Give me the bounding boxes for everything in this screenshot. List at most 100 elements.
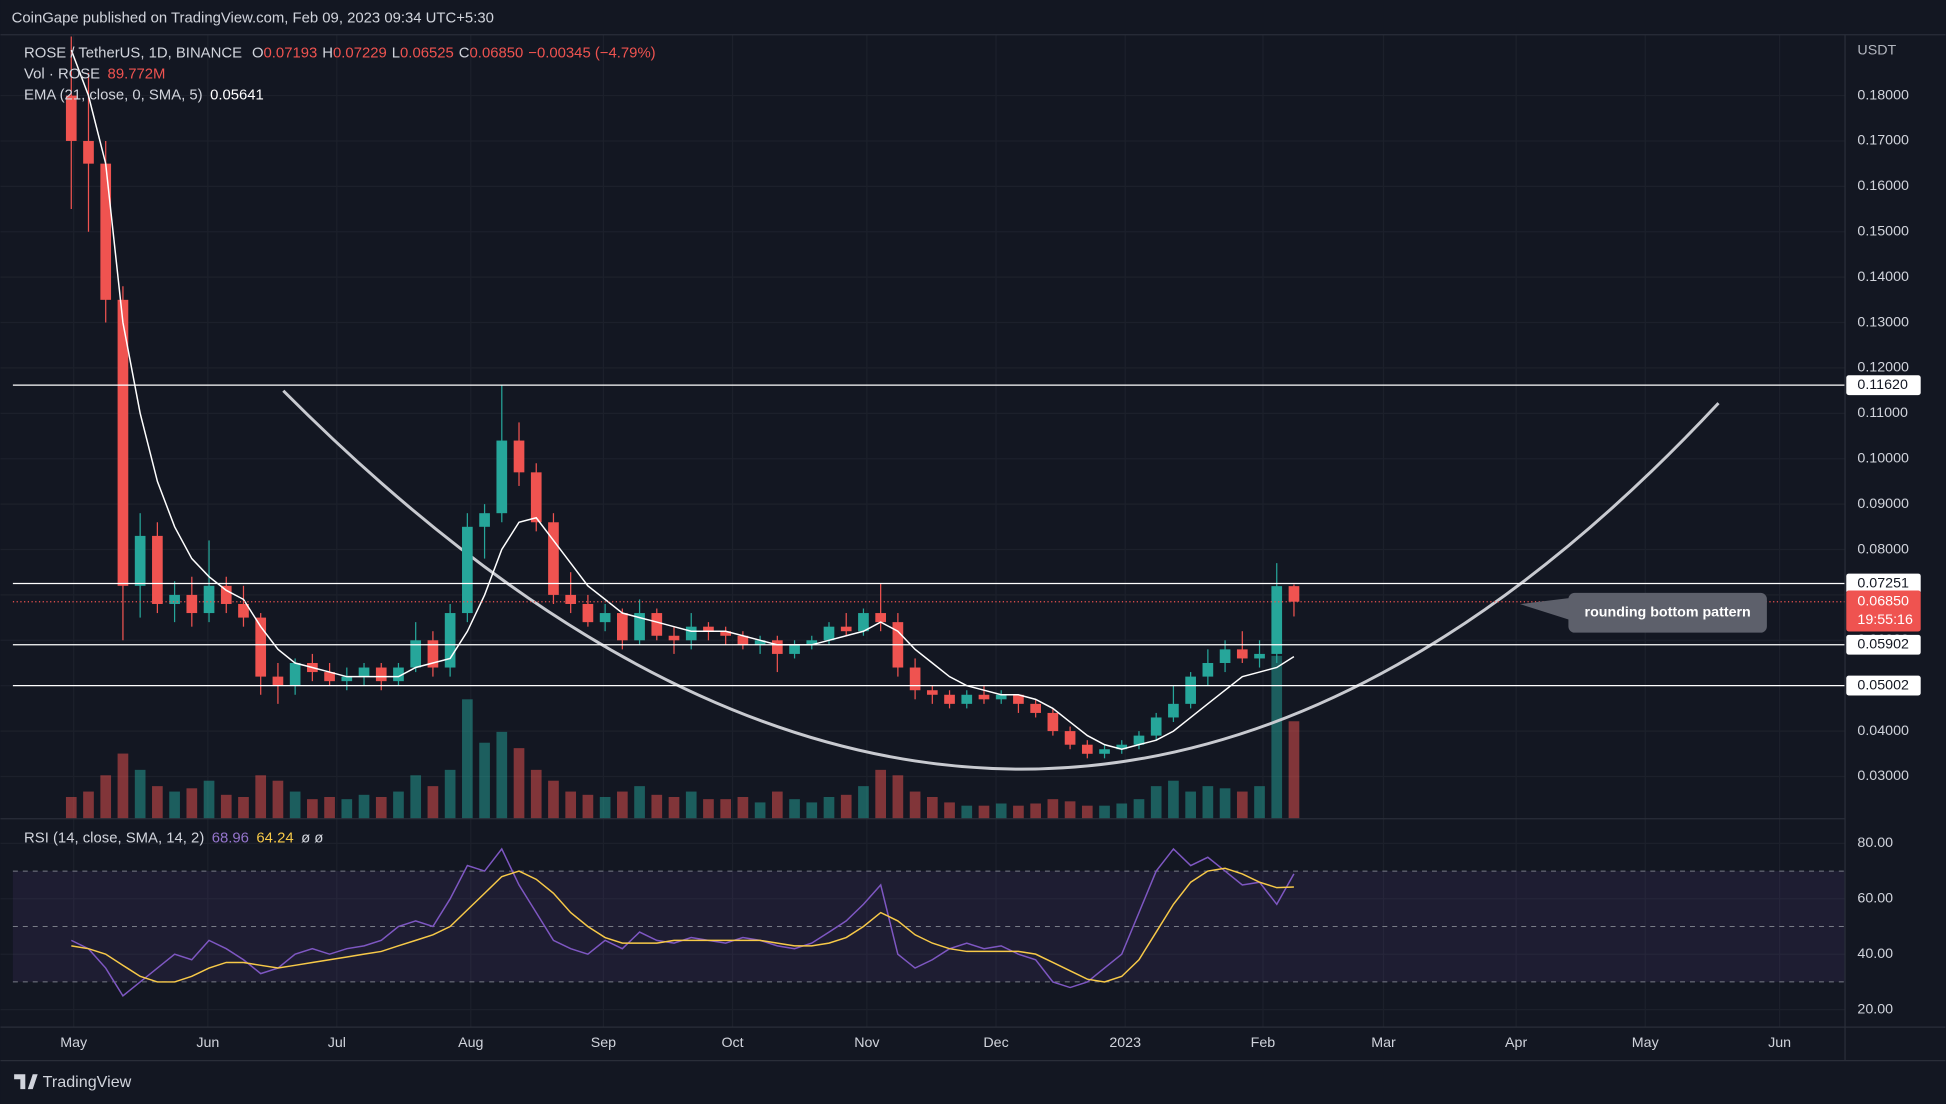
volume-bar: [1202, 786, 1214, 819]
x-tick-label: Jun: [1768, 1035, 1791, 1051]
candle-body: [617, 613, 628, 641]
candle-body: [1047, 712, 1059, 732]
y-tick-label: 0.04000: [1857, 723, 1909, 739]
rsi-tick-label: 40.00: [1857, 946, 1893, 962]
volume-bar: [220, 794, 232, 819]
rsi-label: RSI (14, close, SMA, 14, 2): [24, 830, 204, 846]
volume-bar: [771, 791, 783, 819]
volume-bar: [617, 791, 628, 819]
candle-body: [582, 603, 594, 623]
candle-body: [1254, 653, 1265, 659]
candle-body: [375, 667, 387, 682]
candle-body: [599, 613, 611, 623]
rsi-extra: ø ø: [301, 830, 323, 846]
volume-bar: [272, 780, 284, 819]
ohlc-value: 0.06525: [400, 45, 454, 61]
footer-logo: TradingView: [14, 1073, 132, 1091]
candle-body: [358, 667, 370, 677]
volume-bar: [565, 791, 577, 819]
rsi-tick-label: 60.00: [1857, 891, 1893, 907]
x-tick-label: Dec: [983, 1035, 1008, 1051]
candle-body: [1133, 735, 1145, 745]
rsi-value: 68.96: [212, 830, 249, 846]
candle-body: [117, 299, 129, 586]
candle-body: [944, 694, 955, 704]
volume-bar: [1236, 791, 1248, 819]
x-tick-label: May: [60, 1035, 88, 1051]
annotation-pointer: [1520, 597, 1571, 621]
price-layer: [12, 36, 1846, 759]
volume-label: Vol · ROSE: [24, 66, 100, 82]
annotation: rounding bottom pattern: [1520, 592, 1767, 633]
volume-bar: [806, 802, 818, 819]
ohlc-value: 0.06850: [470, 45, 524, 61]
level-tag: [1846, 573, 1921, 594]
ema-label: EMA (21, close, 0, SMA, 5): [24, 87, 203, 103]
volume-bar: [375, 796, 387, 819]
volume-bar: [720, 799, 732, 819]
volume-bar: [978, 805, 990, 819]
volume-bar: [479, 742, 490, 819]
candle-body: [462, 526, 473, 614]
volume-bar: [289, 791, 301, 819]
level-label: 0.07251: [1857, 575, 1909, 591]
candle-body: [1288, 586, 1300, 602]
candle-body: [479, 513, 490, 527]
volume-bar: [444, 769, 456, 819]
candle-body: [393, 667, 404, 682]
volume-bar: [1081, 805, 1093, 819]
volume-layer: [65, 655, 1300, 819]
y-tick-label: 0.10000: [1857, 450, 1909, 466]
x-tick-label: Oct: [721, 1035, 743, 1051]
candle-body: [513, 440, 525, 473]
candle-body: [203, 585, 215, 614]
candle-body: [909, 667, 921, 691]
countdown: 19:55:16: [1857, 612, 1913, 628]
volume-bar: [926, 796, 938, 819]
volume-bar: [169, 791, 180, 819]
volume-bar: [117, 753, 129, 819]
volume-bar: [875, 769, 886, 819]
y-tick-label: 0.13000: [1857, 314, 1909, 330]
candle-body: [1185, 676, 1196, 704]
volume-bar: [393, 791, 404, 819]
y-tick-label: 0.03000: [1857, 768, 1909, 784]
volume-bar: [152, 786, 163, 819]
candle-body: [427, 640, 439, 668]
x-tick-label: Mar: [1371, 1035, 1396, 1051]
volume-bar: [1219, 788, 1231, 819]
volume-bar: [995, 803, 1007, 819]
volume-bar: [823, 796, 835, 819]
candle-body: [634, 613, 645, 641]
candle-body: [1271, 586, 1283, 654]
y-tick-label: 0.11000: [1857, 405, 1908, 421]
level-label: 0.11620: [1857, 377, 1908, 393]
volume-bar: [1099, 805, 1110, 819]
candle-body: [238, 603, 249, 618]
x-tick-label: Jun: [196, 1035, 219, 1051]
x-tick-label: Sep: [591, 1035, 616, 1051]
volume-bar: [685, 791, 697, 819]
candle-body: [651, 613, 663, 636]
volume-bar: [65, 796, 77, 819]
candle-body: [289, 662, 301, 686]
volume-legend: Vol · ROSE 89.772M: [24, 66, 165, 82]
y-tick-label: 0.08000: [1857, 541, 1909, 557]
candle-body: [1168, 703, 1179, 718]
candle-body: [1236, 649, 1248, 659]
candle-body: [255, 617, 267, 677]
volume-bar: [703, 799, 714, 819]
publisher-line: CoinGape published on TradingView.com, F…: [12, 11, 494, 27]
volume-bar: [186, 788, 198, 819]
candle-body: [410, 640, 422, 668]
candle-body: [272, 676, 284, 686]
volume-bar: [358, 794, 370, 819]
y-tick-label: 0.15000: [1857, 224, 1909, 240]
candle-body: [530, 472, 542, 523]
candle-body: [823, 626, 835, 641]
candle-body: [83, 140, 94, 164]
candle-body: [341, 676, 353, 682]
annotation-text: rounding bottom pattern: [1585, 605, 1751, 621]
